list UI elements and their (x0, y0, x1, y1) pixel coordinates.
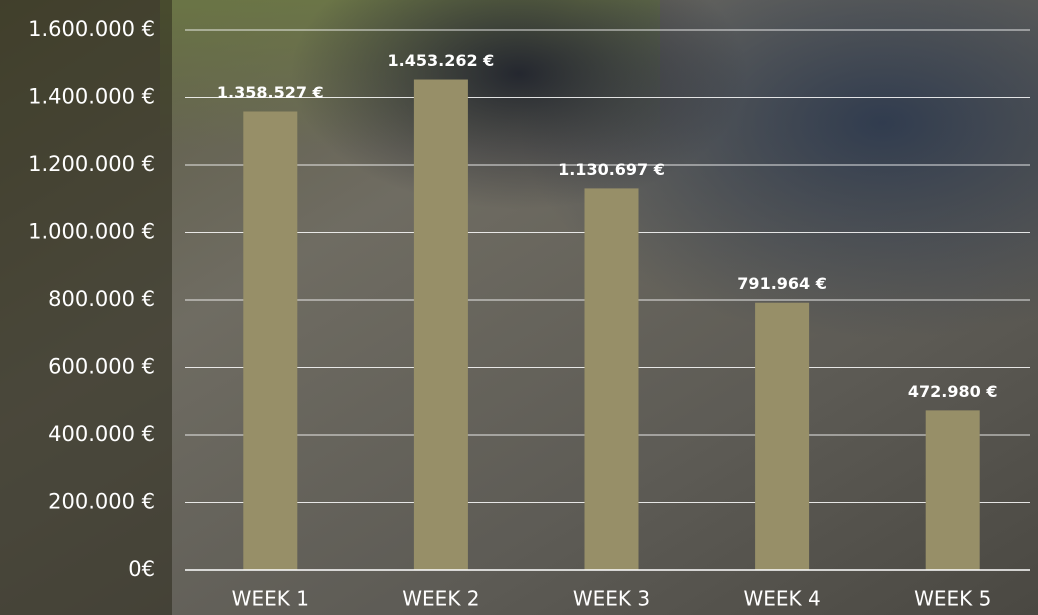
value-label: 1.453.262 € (388, 51, 495, 70)
bar (585, 188, 639, 570)
bar (926, 410, 980, 570)
value-label: 1.358.527 € (217, 83, 324, 102)
bar (414, 80, 468, 570)
value-label: 1.130.697 € (558, 160, 665, 179)
y-tick-label: 1.400.000 € (28, 85, 155, 109)
x-tick-label: WEEK 3 (573, 587, 650, 611)
bar (243, 111, 297, 570)
y-tick-label: 800.000 € (48, 287, 155, 311)
x-tick-label: WEEK 4 (743, 587, 820, 611)
y-tick-label: 1.600.000 € (28, 17, 155, 41)
y-tick-label: 1.000.000 € (28, 220, 155, 244)
y-tick-label: 1.200.000 € (28, 152, 155, 176)
y-tick-label: 400.000 € (48, 422, 155, 446)
x-tick-label: WEEK 1 (232, 587, 309, 611)
bar (755, 303, 809, 570)
value-label: 791.964 € (737, 274, 827, 293)
chart: 0€ 200.000 € 400.000 € 600.000 € 800.000 € 1.… (0, 0, 1038, 615)
y-tick-label: 0€ (128, 557, 155, 581)
page: {"chart_data": {"type": "bar", "categori… (0, 0, 1038, 615)
y-tick-label: 200.000 € (48, 490, 155, 514)
x-tick-label: WEEK 2 (402, 587, 479, 611)
value-label: 472.980 € (908, 382, 998, 401)
y-tick-label: 600.000 € (48, 355, 155, 379)
x-tick-label: WEEK 5 (914, 587, 991, 611)
